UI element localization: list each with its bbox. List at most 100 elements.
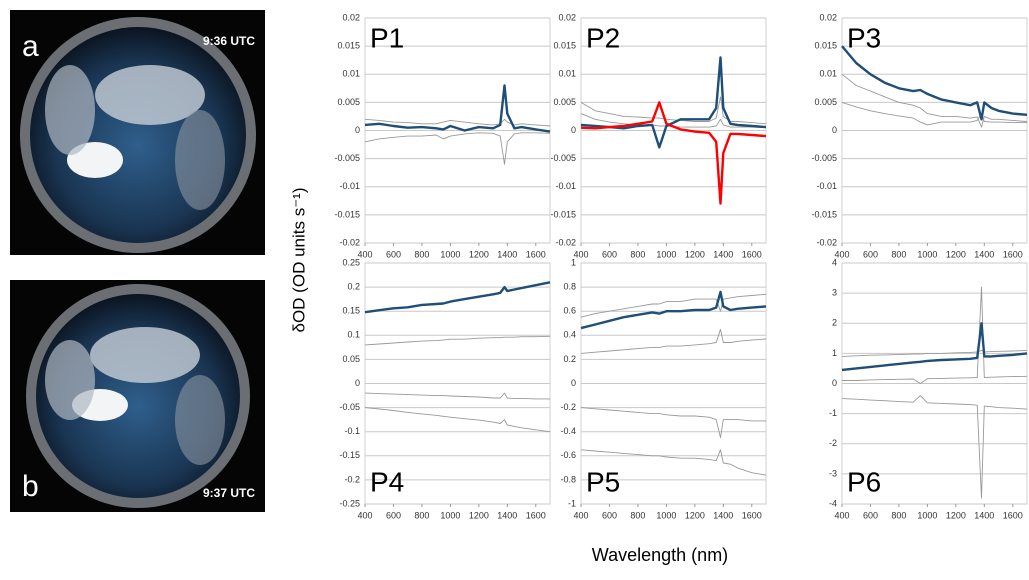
series-line [842, 286, 1028, 384]
x-tick-label: 1400 [713, 249, 733, 259]
x-tick-label: 1000 [656, 510, 676, 520]
y-tick-label: 0.005 [337, 97, 360, 107]
x-tick-label: 1400 [974, 510, 994, 520]
panel-label: P1 [370, 22, 404, 53]
panel-label: P6 [847, 466, 881, 497]
y-tick-label: -0.01 [339, 181, 360, 191]
series-line [580, 290, 767, 330]
x-tick-label: 1000 [440, 510, 460, 520]
y-tick-label: 1 [571, 257, 576, 267]
y-tick-label: -0.005 [811, 153, 837, 163]
y-tick-label: -0.015 [811, 209, 837, 219]
panel-label: P4 [370, 466, 404, 497]
y-tick-label: 0.2 [563, 354, 576, 364]
y-tick-label: -2 [829, 438, 837, 448]
x-tick-label: 400 [573, 510, 588, 520]
y-tick-label: 0 [355, 125, 360, 135]
panel: 0.02 0.015 0.01 0.005 0 -0.005 -0.01 -0.015 -0.0… [811, 12, 1028, 259]
y-tick-label: 0.01 [342, 69, 360, 79]
x-tick-label: 1000 [440, 249, 460, 259]
x-tick-label: 600 [386, 510, 401, 520]
y-tick-label: -0.005 [334, 153, 360, 163]
series-line [841, 73, 1028, 128]
series-line [580, 101, 767, 205]
x-tick-label: 600 [863, 510, 878, 520]
x-tick-label: 600 [602, 510, 617, 520]
y-tick-label: 0 [832, 378, 837, 388]
panel-label: P2 [586, 22, 620, 53]
series-line [580, 328, 767, 354]
x-tick-label: 1000 [917, 249, 937, 259]
series-line [841, 101, 1027, 126]
series-line [580, 113, 767, 129]
y-tick-label: -0.05 [339, 402, 360, 412]
y-tick-label: 0.2 [347, 281, 360, 291]
series-line [580, 293, 767, 318]
panel: 0.02 0.015 0.01 0.005 0 -0.005 -0.01 -0.015 -0.0… [550, 12, 767, 259]
sky-image-b: b 9:37 UTC [10, 280, 265, 512]
y-tick-label: 0.6 [563, 306, 576, 316]
y-tick-label: 0.02 [819, 12, 837, 22]
x-tick-label: 1200 [685, 249, 705, 259]
y-tick-label: 0.1 [347, 330, 360, 340]
y-tick-label: -1 [829, 408, 837, 418]
series-line [580, 96, 767, 125]
series-line [364, 407, 551, 433]
x-tick-label: 400 [573, 249, 588, 259]
y-tick-label: 0 [571, 378, 576, 388]
y-tick-label: 0.005 [553, 97, 576, 107]
x-tick-label: 800 [891, 510, 906, 520]
y-tick-label: 3 [832, 288, 837, 298]
x-tick-label: 400 [834, 249, 849, 259]
x-tick-label: 1600 [1003, 249, 1023, 259]
panel-label: P3 [847, 22, 881, 53]
x-tick-label: 400 [357, 249, 372, 259]
y-tick-label: 0.15 [342, 306, 360, 316]
x-tick-label: 1600 [742, 249, 762, 259]
panel: 0.25 0.2 0.15 0.1 0.05 0 -0.05 -0.1 -0.15 -0.2 -0.… [339, 257, 551, 520]
x-tick-label: 1400 [974, 249, 994, 259]
image-time: 9:37 UTC [203, 486, 255, 500]
x-tick-label: 1600 [526, 510, 546, 520]
y-tick-label: 0.25 [342, 257, 360, 267]
series-line [364, 132, 551, 165]
series-line [580, 407, 766, 439]
series-line [580, 449, 767, 476]
y-tick-label: -0.02 [339, 237, 360, 247]
x-tick-label: 400 [834, 510, 849, 520]
y-tick-label: 0.015 [553, 41, 576, 51]
panel: 4 3 2 1 0 -1 -2 -3 -4 400 600 800 1000 1200 1400 1600 P6 [829, 257, 1028, 520]
series-line [841, 45, 1028, 121]
y-tick-label: -0.005 [550, 153, 576, 163]
y-tick-label: -0.8 [560, 474, 576, 484]
x-tick-label: 1200 [469, 249, 489, 259]
x-tick-label: 800 [414, 510, 429, 520]
series-line [364, 118, 551, 127]
y-tick-label: 0.01 [819, 69, 837, 79]
y-axis-label: δOD (OD units s⁻¹) [289, 188, 308, 333]
y-tick-label: 0.02 [342, 12, 360, 22]
x-tick-label: 800 [891, 249, 906, 259]
x-tick-label: 1000 [917, 510, 937, 520]
x-tick-label: 800 [414, 249, 429, 259]
y-tick-label: 0.015 [814, 41, 837, 51]
y-tick-label: 0.01 [558, 69, 576, 79]
y-tick-label: 4 [832, 257, 837, 267]
x-tick-label: 800 [630, 249, 645, 259]
x-tick-label: 1200 [469, 510, 489, 520]
series-line [364, 281, 551, 314]
series-line [841, 395, 1028, 499]
panel: 0.02 0.015 0.01 0.005 0 -0.005 -0.01 -0.015 -0.0… [334, 12, 551, 259]
y-tick-label: -0.2 [344, 474, 360, 484]
series-line [580, 56, 767, 149]
series-line [364, 84, 551, 133]
series-line [841, 349, 1028, 357]
y-tick-label: -0.15 [339, 450, 360, 460]
panel: 1 0.8 0.6 0.4 0.2 0 -0.2 -0.4 -0.6 -0.8 -1 400 600 80… [560, 257, 767, 520]
y-tick-label: -0.1 [344, 426, 360, 436]
x-tick-label: 1400 [497, 510, 517, 520]
x-tick-label: 1000 [656, 249, 676, 259]
y-tick-label: -0.2 [560, 402, 576, 412]
panel-label: P5 [586, 466, 620, 497]
